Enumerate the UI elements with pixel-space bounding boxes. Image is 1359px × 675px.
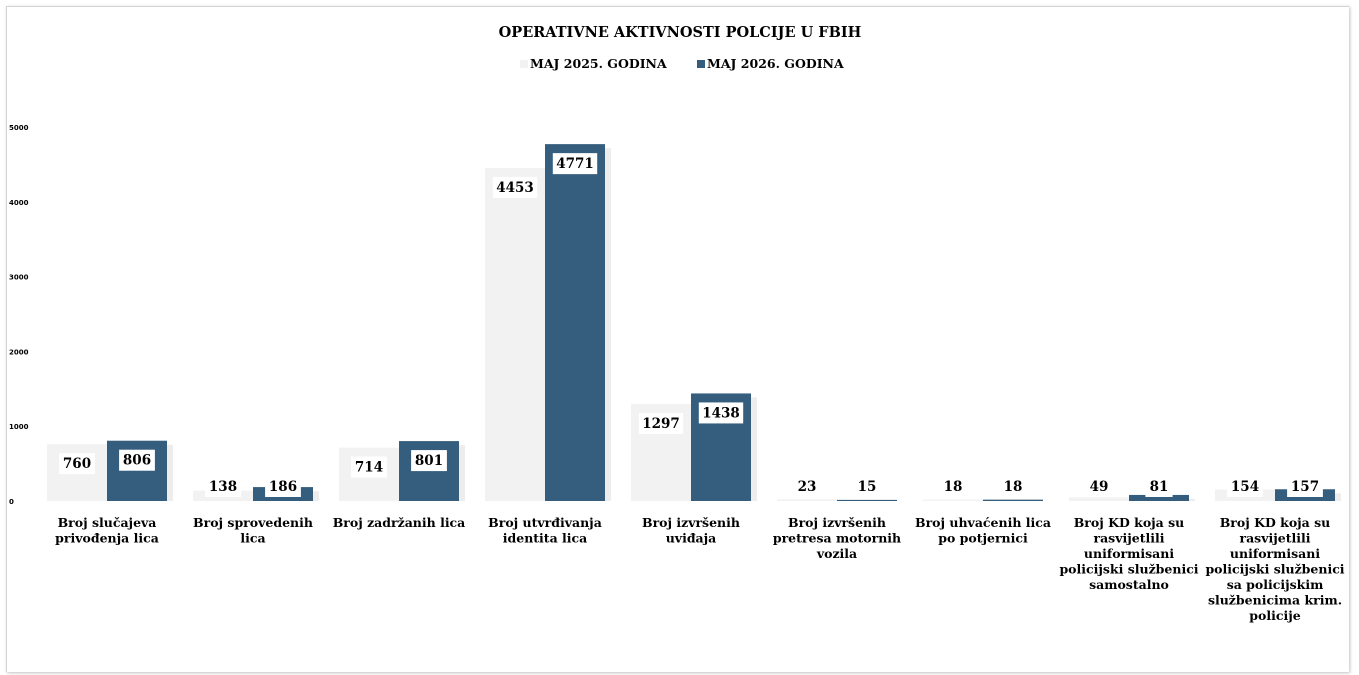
data-label: 806 (123, 453, 151, 469)
legend-swatch-1 (520, 60, 528, 68)
data-label: 18 (944, 479, 963, 495)
bars (47, 144, 1341, 502)
data-label-box (205, 476, 241, 497)
data-label-box (59, 453, 95, 475)
legend-label-1: MAJ 2025. GODINA (530, 56, 667, 71)
x-category-label-line: Broj sprovedenih (193, 515, 313, 530)
data-label-box (351, 456, 387, 478)
data-label-box (1145, 476, 1173, 497)
data-label: 23 (798, 479, 817, 495)
bar-series-2 (1129, 494, 1189, 501)
x-category-label: Broj izvršenih uviđaja (642, 515, 740, 546)
legend-swatch-2 (697, 60, 705, 68)
data-label-box (552, 153, 598, 175)
x-category-label-line: policijski službenici (1205, 562, 1344, 577)
y-tick-label: 3000 (9, 274, 29, 282)
data-label: 714 (355, 460, 383, 476)
data-label: 760 (63, 456, 91, 472)
x-category-label-line: samostalno (1089, 577, 1169, 592)
data-label: 4771 (556, 156, 594, 172)
x-category-label-line: Broj KD koja su (1074, 515, 1185, 530)
x-category-label-line: Broj utvrđivanja (488, 515, 602, 530)
x-category-label-line: Broj slučajeva (58, 515, 157, 530)
bar-series-2 (545, 144, 605, 501)
data-label-box (793, 476, 821, 497)
data-label-box (1085, 476, 1113, 497)
chart-frame (6, 6, 1349, 672)
y-tick-label: 0 (9, 498, 14, 506)
data-label: 801 (415, 453, 443, 469)
bar-series-2 (983, 499, 1043, 501)
x-category-label-line: policije (1249, 608, 1300, 623)
data-label: 138 (209, 479, 237, 495)
x-category-label-line: pretresa motornih (773, 531, 901, 546)
data-label-box (638, 412, 684, 434)
data-label: 81 (1150, 479, 1169, 495)
data-label-box (1287, 476, 1323, 497)
x-category-label: Broj sprovedenih lica (193, 515, 313, 546)
x-category-label-line: uniformisani (1084, 546, 1174, 561)
x-category-label-line: privođenja lica (55, 531, 159, 546)
y-tick-label: 1000 (9, 423, 29, 431)
bar-series-1 (1069, 497, 1129, 501)
x-category-label: Broj KD koja su rasvijetlili uniformisani p… (1205, 515, 1344, 623)
chart-title: OPERATIVNE AKTIVNOSTI POLCIJE U FBIH (499, 24, 862, 41)
data-label: 18 (1004, 479, 1023, 495)
y-tick-label: 2000 (9, 348, 29, 356)
bar-series-2 (837, 499, 897, 501)
x-category-label-line: rasvijetlili (1240, 531, 1311, 546)
x-category-label: Broj utvrđivanja identita lica (488, 515, 602, 546)
x-category-label: Broj zadržanih lica (333, 515, 466, 530)
x-category-label-line: po potjernici (938, 531, 1028, 546)
x-category-label-line: lica (240, 531, 265, 546)
data-label-box (492, 176, 538, 198)
x-category-label-line: sa policijskim (1227, 577, 1324, 592)
data-label: 186 (269, 479, 297, 495)
x-category-label-line: Broj izvršenih (788, 515, 886, 530)
data-label-box (698, 402, 744, 424)
data-label-box (411, 450, 447, 472)
bar-series-1 (923, 499, 983, 501)
y-axis: 0 1000 2000 3000 4000 5000 (9, 124, 29, 506)
x-category-label: Broj uhvaćenih lica po potjernici (915, 515, 1051, 546)
x-category-label-line: Broj izvršenih (642, 515, 740, 530)
x-category-label-line: uviđaja (666, 531, 717, 546)
data-labels: 760 806 138 186 714 801 4453 4771 1297 1438 23 15 18… (59, 153, 1323, 497)
y-tick-label: 4000 (9, 199, 29, 207)
x-axis-labels: Broj slučajeva privođenja lica Broj sprove… (55, 515, 1345, 623)
x-category-label-line: policijski službenici (1059, 562, 1198, 577)
data-label-box (119, 449, 155, 471)
data-label-box (939, 476, 967, 497)
bar-series-1 (777, 499, 837, 501)
data-label-box (1227, 476, 1263, 497)
data-label-box (853, 476, 881, 497)
data-label: 1438 (702, 405, 740, 421)
x-category-label-line: vozila (816, 546, 857, 561)
x-category-label-line: Broj zadržanih lica (333, 515, 466, 530)
x-category-label-line: identita lica (503, 531, 588, 546)
x-category-label-line: službenicima krim. (1208, 593, 1342, 608)
data-label: 157 (1291, 479, 1319, 495)
x-category-label: Broj slučajeva privođenja lica (55, 515, 159, 546)
data-label: 15 (858, 479, 877, 495)
data-label-box (265, 476, 301, 497)
data-label: 4453 (496, 180, 534, 196)
x-category-label-line: Broj KD koja su (1220, 515, 1331, 530)
x-category-label: Broj izvršenih pretresa motornih vozila (773, 515, 901, 561)
y-tick-label: 5000 (9, 124, 29, 132)
data-label: 154 (1231, 479, 1259, 495)
data-label-box (999, 476, 1027, 497)
data-label: 49 (1090, 479, 1109, 495)
bar-series-1 (485, 167, 545, 502)
legend-label-2: MAJ 2026. GODINA (707, 56, 844, 71)
legend: MAJ 2025. GODINA MAJ 2026. GODINA (520, 56, 844, 71)
x-category-label: Broj KD koja su rasvijetlili uniformisani p… (1059, 515, 1198, 592)
data-label: 1297 (642, 416, 680, 432)
x-category-label-line: uniformisani (1230, 546, 1320, 561)
x-category-label-line: rasvijetlili (1094, 531, 1165, 546)
x-category-label-line: Broj uhvaćenih lica (915, 515, 1051, 530)
